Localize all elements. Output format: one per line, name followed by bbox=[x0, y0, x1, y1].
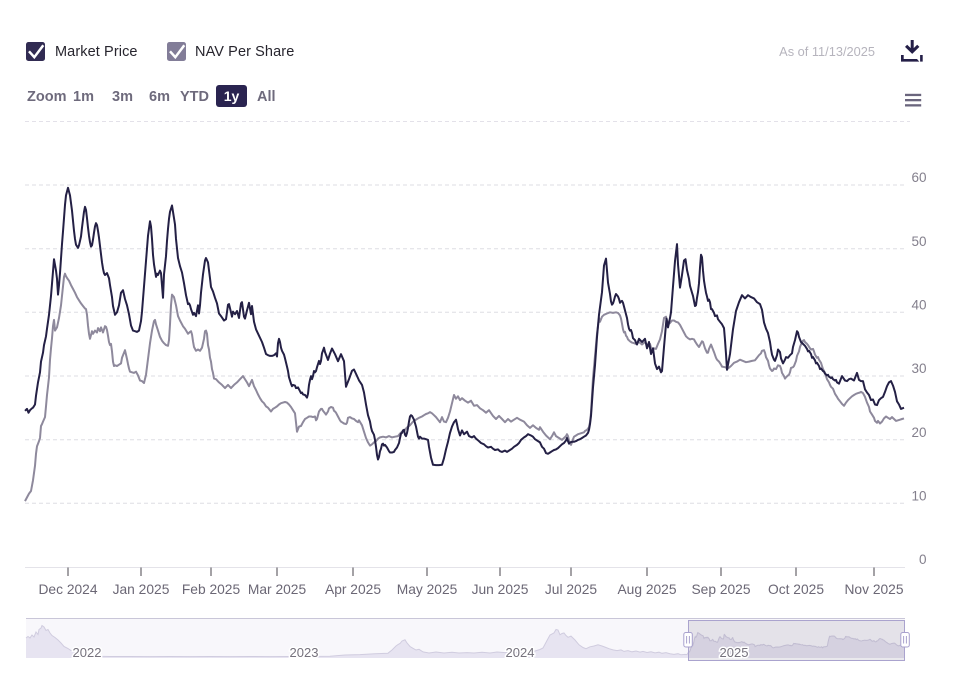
svg-text:0: 0 bbox=[919, 552, 927, 567]
svg-text:20: 20 bbox=[911, 425, 926, 440]
svg-text:30: 30 bbox=[911, 361, 926, 376]
svg-text:Apr 2025: Apr 2025 bbox=[325, 582, 381, 597]
svg-text:60: 60 bbox=[911, 170, 926, 185]
svg-text:2023: 2023 bbox=[290, 645, 319, 660]
svg-text:Jul 2025: Jul 2025 bbox=[545, 582, 597, 597]
svg-text:Mar 2025: Mar 2025 bbox=[248, 582, 307, 597]
svg-text:Oct 2025: Oct 2025 bbox=[768, 582, 824, 597]
svg-text:Dec 2024: Dec 2024 bbox=[38, 582, 97, 597]
svg-text:40: 40 bbox=[911, 298, 926, 313]
svg-text:Jun 2025: Jun 2025 bbox=[472, 582, 529, 597]
svg-text:Aug 2025: Aug 2025 bbox=[617, 582, 676, 597]
svg-text:2025: 2025 bbox=[720, 645, 749, 660]
svg-text:May 2025: May 2025 bbox=[397, 582, 458, 597]
svg-text:50: 50 bbox=[911, 234, 926, 249]
svg-text:Jan 2025: Jan 2025 bbox=[113, 582, 170, 597]
svg-text:2022: 2022 bbox=[73, 645, 102, 660]
svg-text:Feb 2025: Feb 2025 bbox=[182, 582, 241, 597]
svg-text:10: 10 bbox=[911, 489, 926, 504]
svg-text:Sep 2025: Sep 2025 bbox=[691, 582, 750, 597]
svg-text:Nov 2025: Nov 2025 bbox=[844, 582, 903, 597]
svg-text:2024: 2024 bbox=[506, 645, 535, 660]
